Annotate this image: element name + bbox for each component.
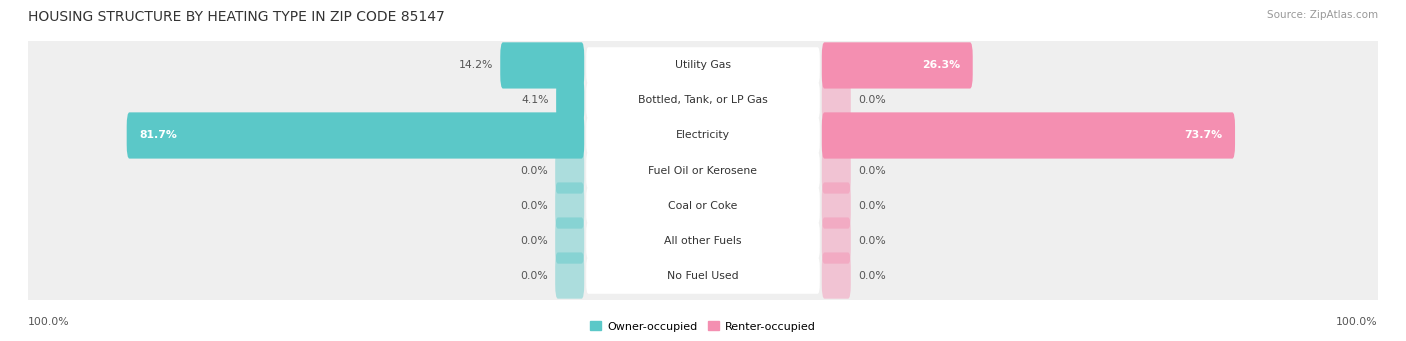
FancyBboxPatch shape [821,77,851,123]
FancyBboxPatch shape [821,182,851,228]
Text: Electricity: Electricity [676,131,730,140]
FancyBboxPatch shape [25,139,1381,202]
FancyBboxPatch shape [821,42,973,89]
FancyBboxPatch shape [25,69,1381,132]
FancyBboxPatch shape [586,222,820,259]
Text: HOUSING STRUCTURE BY HEATING TYPE IN ZIP CODE 85147: HOUSING STRUCTURE BY HEATING TYPE IN ZIP… [28,10,444,24]
Text: 100.0%: 100.0% [1336,317,1378,327]
Text: 14.2%: 14.2% [458,60,494,71]
Text: 0.0%: 0.0% [858,95,886,105]
Text: 4.1%: 4.1% [522,95,548,105]
Text: 0.0%: 0.0% [520,201,548,210]
FancyBboxPatch shape [25,33,1381,97]
Text: 100.0%: 100.0% [28,317,70,327]
Text: Source: ZipAtlas.com: Source: ZipAtlas.com [1267,10,1378,20]
FancyBboxPatch shape [555,182,585,228]
FancyBboxPatch shape [821,113,1234,159]
Text: 73.7%: 73.7% [1184,131,1222,140]
Text: 0.0%: 0.0% [520,270,548,281]
FancyBboxPatch shape [555,218,585,264]
FancyBboxPatch shape [821,218,851,264]
FancyBboxPatch shape [127,113,585,159]
Text: 26.3%: 26.3% [922,60,960,71]
FancyBboxPatch shape [586,187,820,224]
Text: 0.0%: 0.0% [858,270,886,281]
Text: Fuel Oil or Kerosene: Fuel Oil or Kerosene [648,165,758,176]
Text: 0.0%: 0.0% [858,201,886,210]
Text: All other Fuels: All other Fuels [664,236,742,246]
Text: 0.0%: 0.0% [858,236,886,246]
Legend: Owner-occupied, Renter-occupied: Owner-occupied, Renter-occupied [586,317,820,336]
FancyBboxPatch shape [586,82,820,119]
FancyBboxPatch shape [586,257,820,294]
FancyBboxPatch shape [501,42,585,89]
Text: 0.0%: 0.0% [858,165,886,176]
FancyBboxPatch shape [586,152,820,189]
FancyBboxPatch shape [557,77,585,123]
FancyBboxPatch shape [555,147,585,194]
FancyBboxPatch shape [25,104,1381,167]
FancyBboxPatch shape [586,47,820,84]
FancyBboxPatch shape [25,209,1381,272]
Text: 0.0%: 0.0% [520,236,548,246]
FancyBboxPatch shape [821,252,851,299]
Text: No Fuel Used: No Fuel Used [668,270,738,281]
Text: Bottled, Tank, or LP Gas: Bottled, Tank, or LP Gas [638,95,768,105]
FancyBboxPatch shape [555,252,585,299]
Text: 0.0%: 0.0% [520,165,548,176]
FancyBboxPatch shape [25,174,1381,237]
Text: 81.7%: 81.7% [139,131,177,140]
FancyBboxPatch shape [586,117,820,154]
FancyBboxPatch shape [25,244,1381,308]
FancyBboxPatch shape [821,147,851,194]
Text: Utility Gas: Utility Gas [675,60,731,71]
Text: Coal or Coke: Coal or Coke [668,201,738,210]
